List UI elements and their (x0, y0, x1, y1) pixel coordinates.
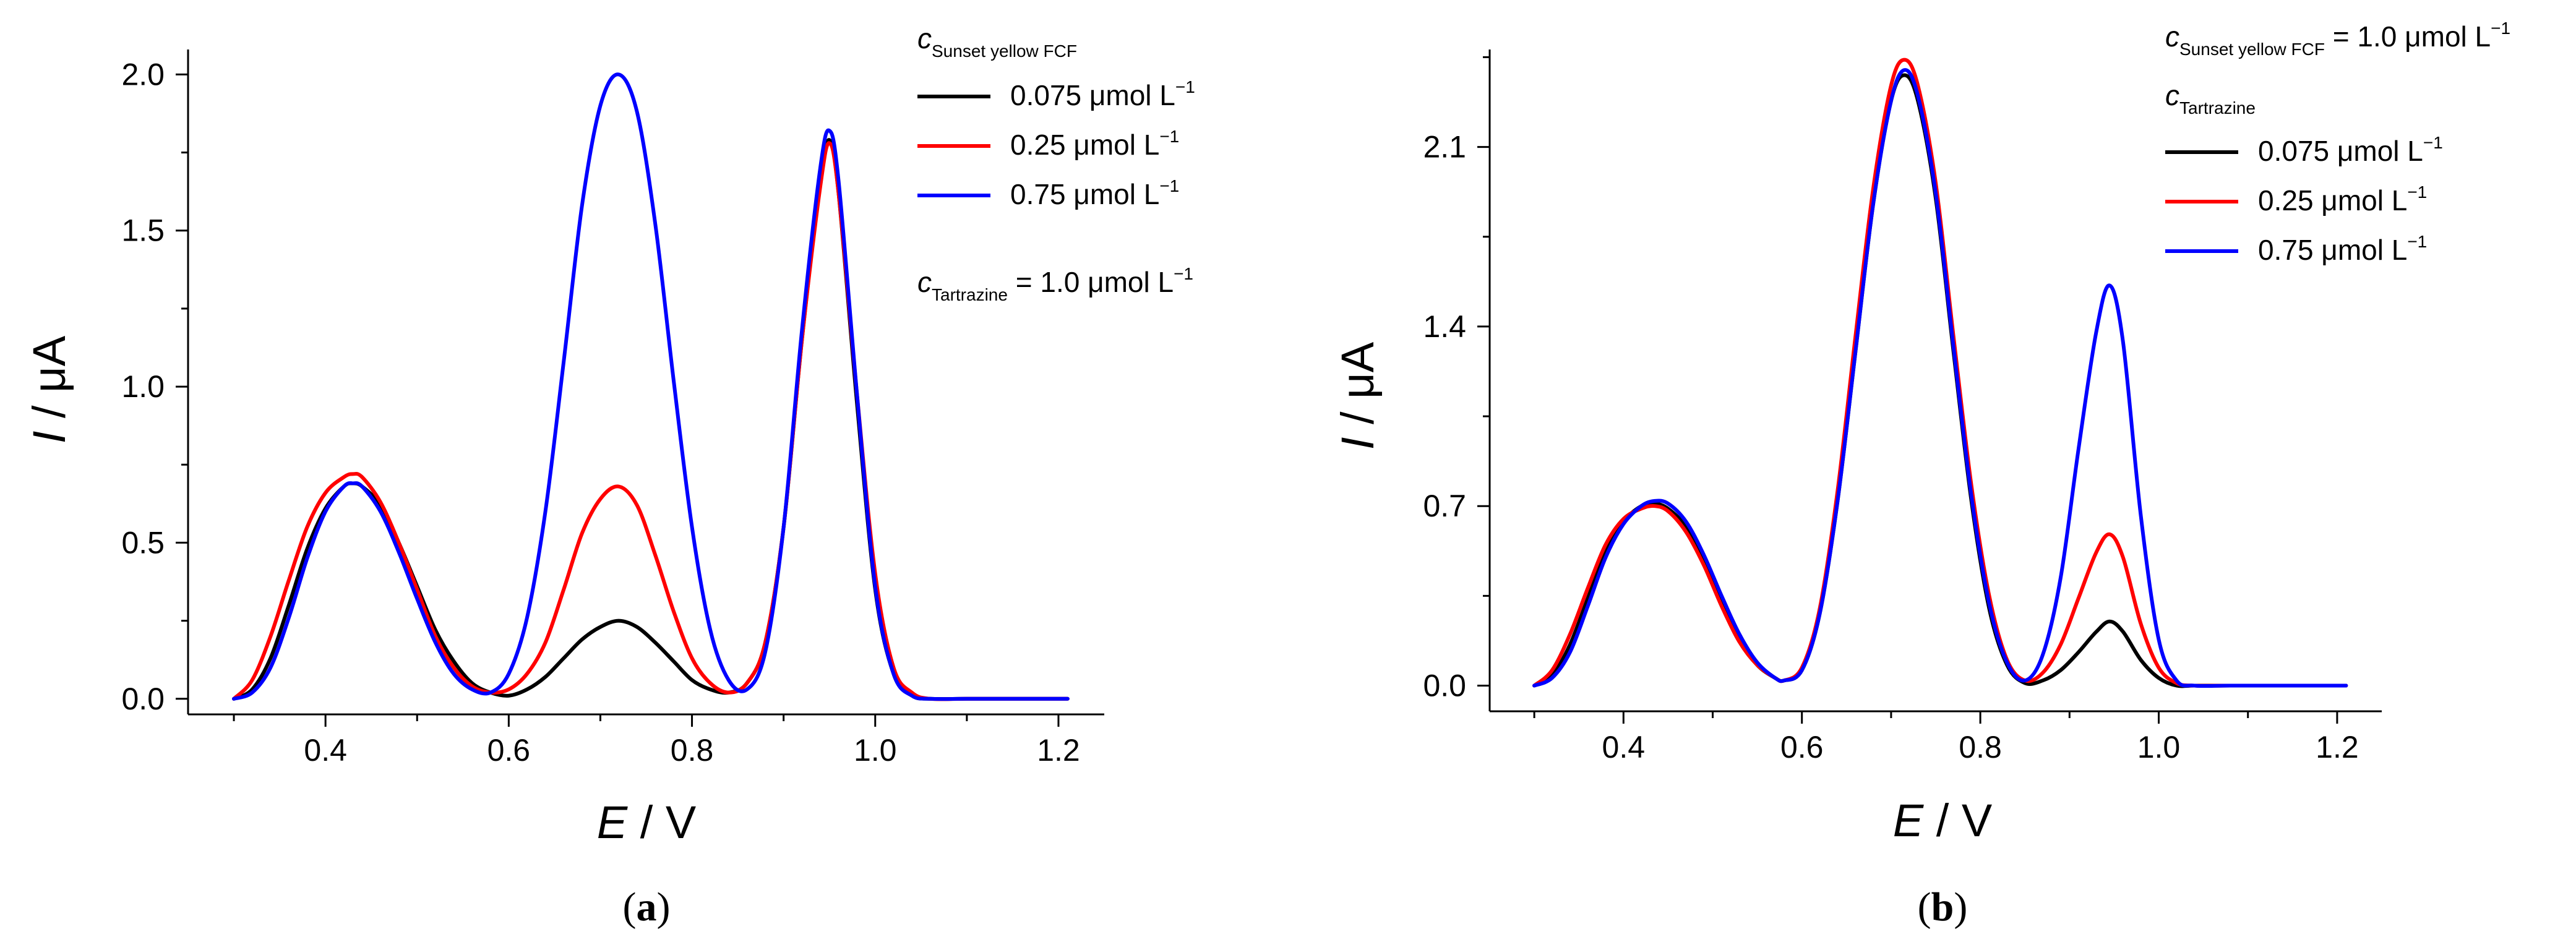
y-tick-label: 2.1 (1423, 130, 1466, 165)
y-tick-label: 1.4 (1423, 309, 1466, 344)
x-axis-title: E / V (1893, 795, 1993, 846)
x-axis-symbol: E (597, 797, 629, 848)
y-tick-label: 0.0 (121, 682, 165, 716)
y-tick-label: 1.0 (121, 369, 165, 404)
series-line (1532, 68, 2348, 688)
legend-header: cSunset yellow FCF = 1.0 μmol L−1 (2165, 19, 2510, 59)
y-axis-unit: μA (24, 335, 75, 393)
legend-items-a: 0.075 μmol L−1 0.25 μmol L−1 0.75 μmol L−1 (917, 77, 1195, 210)
axes-a (187, 49, 1104, 716)
y-tick-label: 2.0 (121, 57, 165, 92)
panel-label-a: (a) (623, 884, 671, 930)
legend-label: 0.25 μmol L−1 (1010, 127, 1179, 161)
y-tick-label: 0.7 (1423, 489, 1466, 523)
curves-b (1532, 58, 2348, 688)
x-tick-label: 1.0 (2137, 730, 2181, 764)
x-tick-label: 0.8 (671, 733, 714, 768)
chart-panel-a: 0.4 0.6 0.8 1.0 1.2 0.0 0.5 1.0 1.5 2.0 E / V I /… (24, 22, 1195, 930)
x-tick-label: 0.6 (487, 733, 531, 768)
axes-b (1488, 49, 2382, 713)
x-tick-label: 1.0 (854, 733, 897, 768)
x-axis-title: E / V (597, 797, 697, 848)
x-axis-symbol: E (1893, 795, 1925, 846)
x-axis-unit: V (666, 797, 697, 848)
chart-panel-b: 0.4 0.6 0.8 1.0 1.2 0.0 0.7 1.4 2.1 E / V I / μA… (1332, 19, 2510, 930)
y-axis-symbol: I (24, 431, 75, 444)
legend-label: 0.075 μmol L−1 (1010, 77, 1195, 111)
panel-label-b: (b) (1918, 884, 1968, 930)
legend-label: 0.75 μmol L−1 (1010, 176, 1179, 210)
x-tick-label: 0.6 (1780, 730, 1824, 764)
legend-title: cSunset yellow FCF (917, 22, 1077, 61)
ticks-b: 0.4 0.6 0.8 1.0 1.2 0.0 0.7 1.4 2.1 (1423, 56, 2359, 764)
series-line (232, 141, 1070, 701)
y-tick-label: 0.5 (121, 525, 165, 560)
legend-items-b: 0.075 μmol L−1 0.25 μmol L−1 0.75 μmol L−1 (2165, 133, 2443, 266)
legend-title: cTartrazine (2165, 79, 2256, 118)
legend-note: cTartrazine = 1.0 μmol L−1 (917, 264, 1193, 304)
legend-label: 0.75 μmol L−1 (2258, 232, 2427, 266)
y-axis-unit: μA (1332, 341, 1383, 399)
y-axis-title: I / μA (24, 335, 75, 443)
legend-label: 0.075 μmol L−1 (2258, 133, 2443, 167)
series-line (232, 72, 1070, 701)
x-tick-label: 1.2 (1037, 733, 1080, 768)
series-line (1532, 73, 2348, 688)
x-tick-label: 0.4 (304, 733, 347, 768)
legend-a: cSunset yellow FCF 0.075 μmol L−1 0.25 μm… (917, 22, 1195, 304)
ticks-a: 0.4 0.6 0.8 1.0 1.2 0.0 0.5 1.0 1.5 2.0 (121, 57, 1080, 768)
y-axis-symbol: I (1332, 437, 1383, 450)
x-tick-label: 0.4 (1602, 730, 1646, 764)
curves-a (232, 72, 1070, 701)
series-line (232, 138, 1070, 701)
x-tick-label: 1.2 (2316, 730, 2359, 764)
y-tick-label: 0.0 (1423, 669, 1466, 703)
y-axis-title: I / μA (1332, 341, 1383, 450)
series-line (1532, 58, 2348, 688)
legend-b: cSunset yellow FCF = 1.0 μmol L−1 cTartr… (2165, 19, 2510, 266)
legend-label: 0.25 μmol L−1 (2258, 182, 2427, 216)
y-tick-label: 1.5 (121, 213, 165, 248)
x-tick-label: 0.8 (1959, 730, 2002, 764)
x-axis-unit: V (1962, 795, 1993, 846)
